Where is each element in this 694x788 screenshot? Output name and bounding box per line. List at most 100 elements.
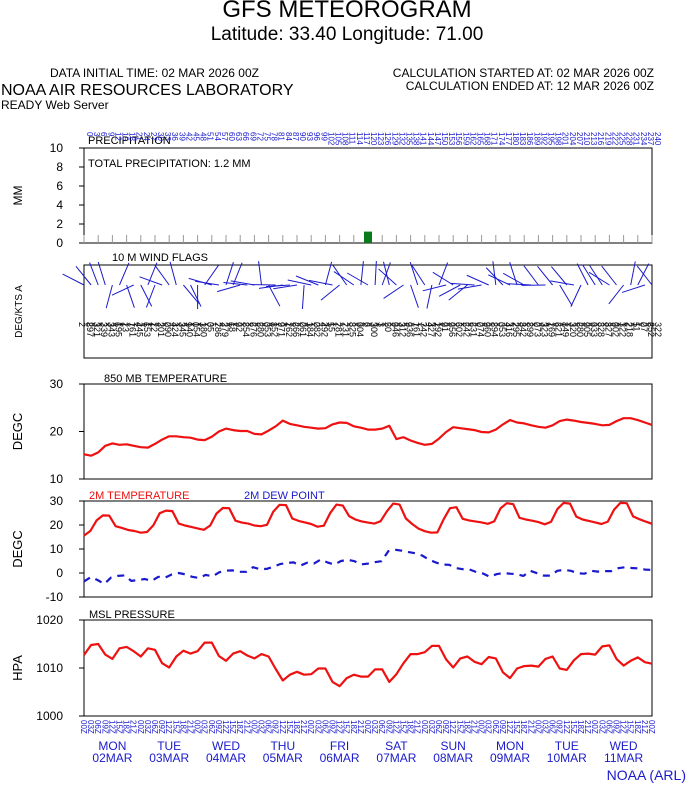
wind-direction-label: 6 xyxy=(362,322,372,327)
utc-label: 06Z xyxy=(320,720,329,734)
wind-flag xyxy=(488,274,511,286)
wind-direction-label: 252 xyxy=(646,322,656,337)
hour-label: 168 xyxy=(483,132,492,146)
wind-direction-label: 27 xyxy=(639,322,649,332)
utc-label: 00Z xyxy=(363,720,372,734)
wind-speed-label: 9 xyxy=(233,322,243,327)
date-label: 04MAR xyxy=(206,751,246,765)
wind-speed-label: 3 xyxy=(155,322,165,327)
wind-speed-label: 3 xyxy=(567,322,577,327)
wind-direction-label: 11 xyxy=(632,322,642,331)
wind-speed-label: 6 xyxy=(247,322,257,327)
wind-speed-label: 7 xyxy=(333,322,343,327)
y-tick-label: 10 xyxy=(50,542,64,556)
wind-direction-label: 353 xyxy=(497,322,507,337)
wind-speed-label: 5 xyxy=(326,322,336,327)
wind-direction-label: 205 xyxy=(582,322,592,337)
wind-direction-label: 152 xyxy=(270,322,280,337)
hour-label: 159 xyxy=(461,132,470,146)
hour-label: 63 xyxy=(234,132,243,141)
utc-label: 21Z xyxy=(413,720,422,734)
day-of-week-label: TUE xyxy=(555,739,579,753)
hour-label: 114 xyxy=(355,132,364,145)
date-label: 11MAR xyxy=(604,751,643,765)
wind-speed-label: 6 xyxy=(553,322,563,327)
wind-direction-label: 236 xyxy=(405,322,415,337)
wind-direction-label: 299 xyxy=(525,322,535,337)
day-of-week-label: SUN xyxy=(441,739,466,753)
wind-direction-label: 322 xyxy=(618,322,628,337)
series-2m-temperature xyxy=(83,501,653,537)
hour-label: 51 xyxy=(206,132,215,141)
wind-direction-label: 271 xyxy=(277,322,287,337)
utc-label: 03Z xyxy=(370,720,379,734)
y-tick-label: 1000 xyxy=(36,709,63,723)
hour-label: 84 xyxy=(284,132,293,141)
wind-speed-label: 9 xyxy=(389,322,399,327)
wind-speed-label: 2 xyxy=(624,322,634,327)
y-tick-label: 10 xyxy=(50,141,64,155)
wind-speed-label: 0 xyxy=(496,322,506,327)
wind-speed-label: 3 xyxy=(176,322,186,327)
wind-direction-label: 195 xyxy=(113,322,123,337)
utc-label: 09Z xyxy=(100,720,109,734)
utc-label: 09Z xyxy=(328,720,337,734)
utc-label: 03Z xyxy=(143,720,152,734)
utc-label: 21Z xyxy=(583,720,592,734)
wind-direction-label: 297 xyxy=(85,322,95,337)
wind-flag xyxy=(432,271,454,286)
y-tick-label: 0 xyxy=(56,566,63,580)
wind-speed-label: 8 xyxy=(595,322,605,327)
hour-label: 219 xyxy=(603,132,612,146)
y-tick-label: 20 xyxy=(50,425,64,439)
y-tick-label: 2 xyxy=(56,217,63,231)
wind-speed-label: 5 xyxy=(255,322,265,327)
wind-flag xyxy=(346,272,369,286)
wind-flag xyxy=(383,284,404,299)
panel-frame-2 xyxy=(83,264,653,359)
wind-direction-label: 3 xyxy=(376,322,386,327)
utc-label: 09Z xyxy=(441,720,450,734)
utc-label: 18Z xyxy=(122,720,131,734)
wind-direction-label: 201 xyxy=(156,322,166,337)
hour-label: 147 xyxy=(433,132,442,146)
hour-label: 183 xyxy=(518,132,527,146)
lab-name: NOAA AIR RESOURCES LABORATORY xyxy=(1,82,294,99)
wind-direction-label: 316 xyxy=(504,322,514,337)
wind-speed-label: 2 xyxy=(77,322,87,327)
hour-label: 72 xyxy=(255,132,264,141)
series-850mb-temperature xyxy=(83,417,653,457)
wind-direction-label: 327 xyxy=(426,322,436,337)
wind-flag xyxy=(576,263,589,286)
wind-direction-label: 328 xyxy=(596,322,606,337)
date-label: 07MAR xyxy=(376,751,416,765)
utc-label: 06Z xyxy=(548,720,557,734)
wind-flag xyxy=(457,284,482,290)
wind-flag xyxy=(154,265,170,286)
wind-speed-label: 8 xyxy=(524,322,534,327)
panel-title: PRECIPITATION xyxy=(88,135,171,147)
hour-label: 111 xyxy=(348,132,357,145)
utc-label: 00Z xyxy=(249,720,258,734)
utc-label: 21Z xyxy=(356,720,365,734)
wind-direction-label: 192 xyxy=(433,322,443,337)
day-of-week-label: WED xyxy=(212,739,240,753)
wind-flag xyxy=(333,271,355,286)
hour-label: 117 xyxy=(362,132,371,145)
utc-label: 12Z xyxy=(221,720,230,734)
wind-flag xyxy=(422,284,447,292)
hour-label: 96 xyxy=(312,132,321,141)
utc-label: 00Z xyxy=(79,720,88,734)
wind-direction-label: 342 xyxy=(419,322,429,337)
utc-label: 09Z xyxy=(612,720,621,734)
utc-label: 12Z xyxy=(164,720,173,734)
wind-direction-label: 276 xyxy=(248,322,258,337)
utc-label: 00Z xyxy=(306,720,315,734)
utc-label: 15Z xyxy=(626,720,635,734)
wind-speed-label: 4 xyxy=(169,322,179,327)
y-axis-label: DEGC xyxy=(10,530,25,568)
wind-speed-label: 6 xyxy=(645,322,655,327)
wind-speed-label: 5 xyxy=(382,322,392,327)
wind-speed-label: 3 xyxy=(105,322,115,327)
